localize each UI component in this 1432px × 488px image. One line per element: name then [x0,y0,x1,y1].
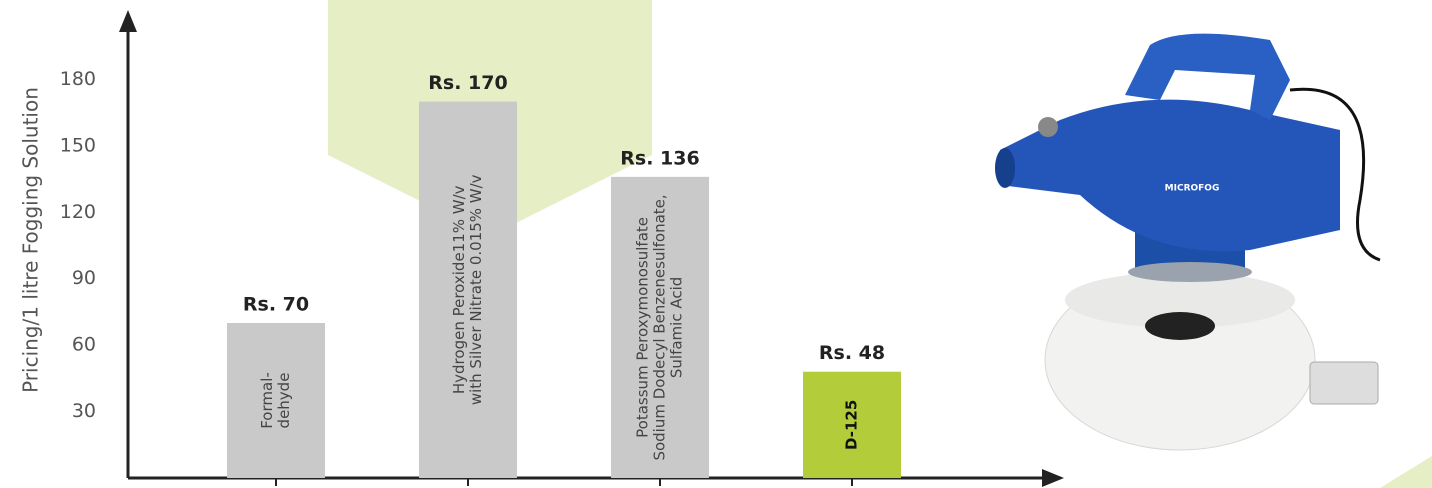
value-label: Rs. 48 [819,342,885,364]
page: Pricing/1 litre Fogging Solution MICROFO… [0,0,1432,488]
category-label: Formal- [258,372,276,429]
x-axis-arrow [1042,469,1064,487]
product-label: MICROFOG [1165,184,1220,194]
category-label: D-125 [843,400,861,450]
y-tick-label: 30 [72,400,96,422]
category-label: Hydrogen Peroxide11% W/v [450,185,468,394]
value-label: Rs. 70 [243,294,309,316]
category-label: Sulfamic Acid [668,277,686,378]
y-axis-label: Pricing/1 litre Fogging Solution [19,87,43,393]
chart: Pricing/1 litre Fogging Solution MICROFO… [0,0,1432,488]
value-label: Rs. 170 [428,72,507,94]
y-tick-label: 120 [60,201,96,223]
decor-corner [1380,456,1432,488]
y-tick-label: 150 [60,134,96,156]
y-tick-label: 60 [72,334,96,356]
y-tick-label: 180 [60,68,96,90]
y-tick-label: 90 [72,267,96,289]
category-label: Sodium Dodecyl Benzenesulfonate, [651,194,669,460]
category-label: dehyde [275,373,293,429]
category-label: Potassum Peroxymonosulfate [634,217,652,438]
y-axis-arrow [119,10,137,32]
category-label: with Silver Nitrate 0.015% W/v [467,174,485,405]
product-image [995,34,1380,450]
value-label: Rs. 136 [620,147,699,169]
